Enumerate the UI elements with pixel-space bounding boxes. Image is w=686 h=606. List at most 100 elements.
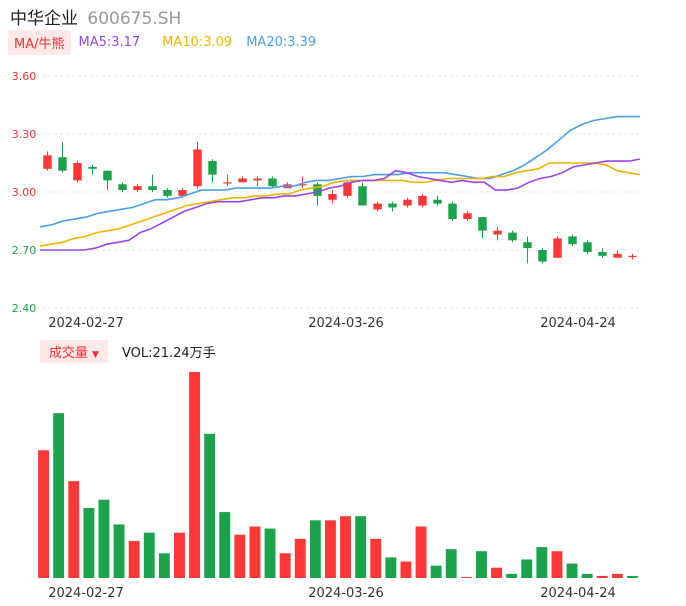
volume-bar [521,559,533,578]
candle [103,170,112,191]
candle-body [433,199,442,204]
candle-body [403,199,412,206]
ma20-line [39,115,640,228]
candle-body [223,182,232,184]
volume-bar [158,553,170,578]
candle [463,211,472,221]
candle [118,182,127,192]
candle-body [583,242,592,252]
date-label: 2024-03-26 [308,316,384,331]
candle [388,201,397,212]
candle [58,141,67,173]
volume-bar [98,499,110,578]
volume-bar [415,526,427,578]
candle-body [193,149,202,187]
date-label: 2024-03-26 [308,586,384,601]
volume-bar [279,553,291,578]
candle [583,240,592,254]
candle [628,253,637,260]
candle-body [103,170,112,181]
candle [448,201,457,221]
volume-bar [294,538,306,578]
candle [238,176,247,183]
volume-bar [204,433,216,578]
volume-bar [596,575,608,578]
volume-bar [38,450,49,578]
volume-indicator-label: 成交量 [49,345,89,361]
candle-body [148,186,157,191]
stock-code: 600675.SH [87,9,182,29]
candle [73,161,82,183]
ma-legend: MA/牛熊 MA5:3.17 MA10:3.09 MA20:3.39 [8,29,317,55]
volume-bar [234,534,246,578]
ma20-label: MA20:3.39 [246,34,317,50]
candle-body [268,178,277,187]
candle-body [508,232,517,241]
date-label: 2024-02-27 [48,316,124,331]
volume-bar [355,516,367,578]
volume-bar [611,573,623,578]
volume-bar [189,372,200,578]
candle [553,236,562,258]
volume-bar [506,573,518,578]
candle [268,176,277,189]
volume-bar [551,551,563,578]
date-label: 2024-02-27 [48,586,124,601]
candle [43,151,52,171]
volume-bar [627,575,638,578]
candle [223,174,232,187]
candle-body [418,195,427,206]
candle [598,248,607,258]
candle-body [448,203,457,220]
candle-body [388,203,397,208]
candle [613,250,622,258]
volume-indicator-dropdown[interactable]: 成交量 ▼ [40,339,108,363]
candle-body [328,193,337,200]
volume-bar [581,573,593,578]
volume-bar [264,528,276,578]
volume-bar [128,540,140,578]
candle [298,176,307,189]
volume-bar [445,549,457,578]
ma-toggle-button[interactable]: MA/牛熊 [8,29,71,55]
date-label: 2024-04-24 [540,316,616,331]
candle-body [523,242,532,249]
candle [523,236,532,264]
volume-bar [370,538,382,578]
volume-bar [68,481,80,578]
stock-title: 中华企业 600675.SH [10,4,181,29]
candle-body [628,255,637,257]
volume-bar [53,413,65,578]
volume-bar [476,551,487,578]
candle [358,182,367,206]
candle-body [373,203,382,210]
candle [88,164,97,175]
price-tick-label: 3.60 [12,70,37,83]
ma5-line [40,158,641,251]
volume-bar [83,507,95,578]
candle-body [553,238,562,258]
candle-body [238,178,247,183]
candle-body [463,213,472,220]
candle [313,182,322,206]
volume-legend: 成交量 ▼ VOL:21.24万手 [40,339,216,363]
candle [568,234,577,247]
volume-bar [113,524,125,578]
volume-bar [460,576,472,578]
price-tick-label: 2.40 [12,302,37,315]
volume-bar [400,561,412,578]
volume-bar [430,565,442,578]
candle [253,176,262,187]
candle-body [493,230,502,235]
candle [433,195,442,206]
candle-body [358,186,367,206]
candle [418,193,427,208]
candle [163,188,172,198]
candle-body [73,163,82,181]
candle-body [208,161,217,175]
candle [148,174,157,192]
candle-body [118,184,127,191]
candle-body [88,166,97,169]
volume-bar [143,532,155,578]
